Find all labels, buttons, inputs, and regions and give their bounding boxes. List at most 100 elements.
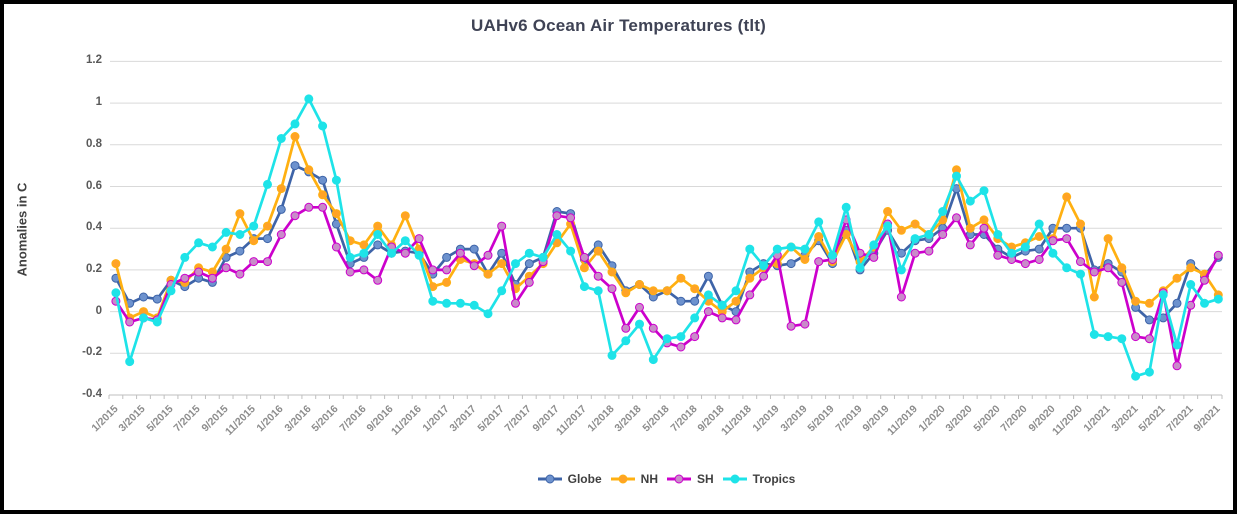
data-point-nh [483, 269, 493, 279]
data-point-nh [1062, 192, 1072, 202]
data-point-tropics [511, 259, 520, 269]
y-tick-label: 1 [95, 96, 102, 109]
data-point-globe [276, 204, 286, 214]
data-point-tropics [745, 244, 755, 254]
data-point-sh [786, 321, 796, 331]
data-point-tropics [221, 227, 231, 237]
data-point-sh [690, 332, 700, 342]
data-point-tropics [455, 298, 465, 308]
data-point-tropics [180, 252, 190, 262]
data-point-nh [745, 273, 755, 283]
data-point-sh [993, 250, 1003, 260]
data-point-tropics [207, 242, 217, 252]
data-point-sh [566, 213, 576, 223]
data-point-nh [883, 207, 893, 216]
data-point-nh [1034, 232, 1044, 241]
data-point-sh [979, 223, 989, 233]
data-point-globe [290, 161, 300, 171]
data-point-sh [759, 271, 769, 281]
data-point-tropics [676, 332, 686, 342]
data-point-nh [373, 221, 383, 231]
y-tick-label: 0 [95, 304, 102, 317]
data-point-tropics [786, 242, 796, 252]
data-point-tropics [152, 317, 162, 327]
legend-label: NH [640, 472, 658, 486]
y-tick-label: 0.8 [86, 137, 102, 150]
data-point-tropics [469, 300, 479, 310]
data-point-tropics [1131, 371, 1141, 381]
data-point-nh [497, 259, 507, 269]
data-point-globe [524, 259, 534, 269]
data-point-sh [524, 277, 534, 287]
data-point-tropics [593, 286, 603, 296]
data-point-tropics [538, 252, 548, 262]
data-point-sh [207, 273, 217, 283]
data-point-sh [1034, 255, 1044, 264]
data-point-globe [1034, 244, 1044, 254]
data-point-sh [579, 252, 589, 262]
legend-label: SH [697, 472, 714, 486]
legend: Globe NH SH Tropics [110, 472, 1222, 486]
data-point-sh [1144, 334, 1154, 344]
data-point-tropics [414, 250, 424, 260]
data-point-tropics [373, 230, 383, 239]
data-point-tropics [1020, 242, 1030, 252]
data-point-nh [814, 232, 824, 241]
data-point-globe [1172, 298, 1182, 308]
data-point-nh [400, 211, 410, 221]
data-point-globe [786, 259, 796, 269]
data-point-sh [331, 242, 341, 252]
data-point-globe [703, 271, 713, 281]
data-point-sh [194, 267, 204, 277]
data-point-tropics [621, 336, 631, 346]
series-tropics [111, 94, 1223, 381]
data-point-sh [1131, 332, 1141, 342]
data-point-sh [1213, 250, 1223, 260]
y-tick-label: 1.2 [86, 54, 102, 67]
data-point-nh [442, 277, 452, 287]
data-point-sh [1089, 267, 1099, 277]
data-point-sh [483, 250, 493, 260]
y-tick-label: 0.6 [86, 179, 102, 192]
data-point-tropics [772, 244, 782, 254]
data-point-sh [304, 202, 314, 212]
legend-item-tropics: Tropics [722, 472, 795, 486]
data-point-nh [621, 288, 631, 298]
data-point-sh [1076, 257, 1085, 267]
data-point-tropics [869, 240, 879, 250]
data-point-sh [497, 221, 507, 231]
data-point-nh [579, 263, 589, 273]
data-point-nh [676, 273, 686, 283]
data-point-sh [1062, 234, 1072, 244]
data-point-sh [607, 284, 617, 294]
data-point-tropics [800, 244, 810, 254]
data-point-tropics [1117, 334, 1127, 344]
data-point-sh [1020, 259, 1030, 269]
data-point-sh [345, 267, 355, 277]
data-point-tropics [1007, 248, 1017, 258]
data-point-tropics [1158, 290, 1168, 300]
data-point-sh [814, 257, 824, 267]
data-point-nh [1144, 298, 1154, 308]
data-point-globe [469, 244, 479, 254]
data-point-sh [552, 211, 562, 221]
data-point-sh [373, 275, 383, 285]
data-point-tropics [166, 286, 176, 296]
data-point-nh [1076, 219, 1085, 229]
data-point-nh [593, 246, 603, 256]
data-point-tropics [263, 179, 272, 189]
legend-swatch-sh-icon [667, 474, 691, 484]
data-point-sh [442, 265, 452, 275]
data-point-tropics [483, 309, 493, 319]
data-point-nh [979, 215, 989, 225]
data-point-globe [263, 234, 272, 244]
data-point-tropics [249, 221, 259, 231]
data-point-nh [1089, 292, 1099, 302]
data-point-sh [676, 342, 686, 352]
data-point-tropics [662, 334, 672, 344]
data-point-sh [414, 234, 424, 244]
data-point-sh [593, 271, 603, 281]
y-tick-label: -0.4 [82, 388, 102, 400]
data-point-nh [635, 280, 644, 289]
